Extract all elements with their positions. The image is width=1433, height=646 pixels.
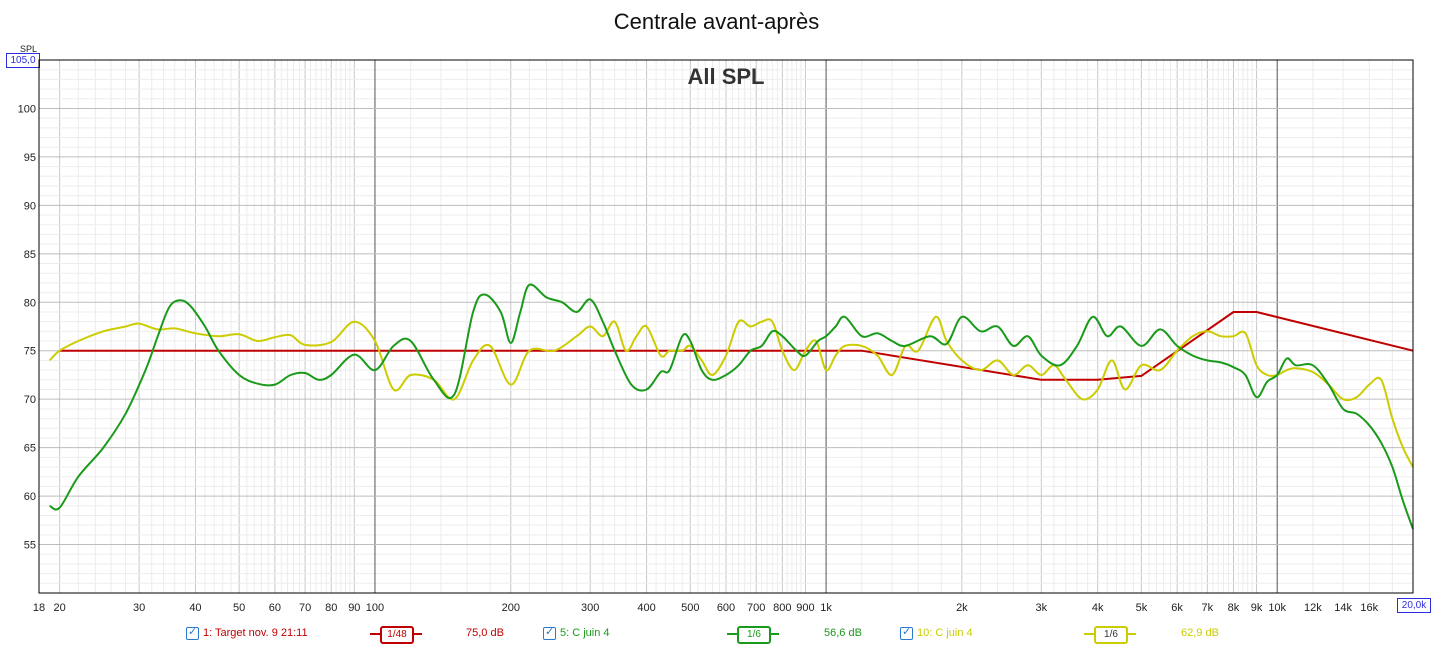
x-tick-label: 70 — [299, 602, 311, 614]
x-tick-label: 20 — [54, 602, 66, 614]
y-tick-labels: 100 95 90 85 80 75 70 65 60 55 — [18, 103, 36, 551]
x-max-input[interactable]: 20,0k — [1397, 598, 1431, 613]
y-tick-label: 80 — [24, 297, 36, 309]
legend-label: 5: C juin 4 — [560, 627, 610, 639]
x-tick-label: 1k — [820, 602, 832, 614]
y-axis-label: SPL — [20, 44, 38, 54]
x-tick-labels: 18 20 30 40 50 60 70 80 90 100 200 300 400 500 600 700 8… — [33, 602, 1379, 614]
x-tick-label: 200 — [502, 602, 520, 614]
legend-label: 10: C juin 4 — [917, 627, 973, 639]
x-tick-label: 700 — [747, 602, 765, 614]
x-tick-label: 8k — [1228, 602, 1240, 614]
legend-level: 62,9 dB — [1181, 627, 1219, 639]
x-tick-label: 900 — [796, 602, 814, 614]
checkbox-icon[interactable] — [900, 625, 913, 640]
x-tick-label: 9k — [1251, 602, 1263, 614]
x-tick-label: 80 — [325, 602, 337, 614]
y-tick-label: 65 — [24, 443, 36, 455]
x-tick-label: 60 — [269, 602, 281, 614]
legend-item-target[interactable]: 1: Target nov. 9 21:11 — [186, 624, 308, 642]
x-tick-label: 4k — [1092, 602, 1104, 614]
x-tick-label: 500 — [681, 602, 699, 614]
x-tick-label: 3k — [1036, 602, 1048, 614]
smoothing-button[interactable]: 1/6 — [737, 626, 771, 644]
legend-item-c-juin-4-a[interactable]: 5: C juin 4 — [543, 624, 610, 642]
series-line-1 — [49, 283, 1414, 530]
checkbox-icon[interactable] — [543, 625, 556, 640]
legend-level: 75,0 dB — [466, 627, 504, 639]
x-tick-label: 14k — [1334, 602, 1352, 614]
x-tick-label: 18 — [33, 602, 45, 614]
checkbox-icon[interactable] — [186, 625, 199, 640]
y-tick-label: 85 — [24, 249, 36, 261]
x-tick-label: 30 — [133, 602, 145, 614]
x-tick-label: 7k — [1202, 602, 1214, 614]
x-tick-label: 800 — [773, 602, 791, 614]
series-line-2 — [48, 315, 1414, 468]
x-tick-label: 5k — [1136, 602, 1148, 614]
x-tick-label: 300 — [581, 602, 599, 614]
x-tick-label: 10k — [1268, 602, 1286, 614]
x-tick-label: 2k — [956, 602, 968, 614]
chart-subtitle: All SPL — [687, 64, 764, 89]
smoothing-button[interactable]: 1/48 — [380, 626, 414, 644]
y-tick-label: 60 — [24, 491, 36, 503]
x-tick-label: 90 — [348, 602, 360, 614]
x-tick-label: 40 — [189, 602, 201, 614]
legend-label: 1: Target nov. 9 21:11 — [203, 627, 308, 639]
series-layer — [48, 283, 1414, 530]
plot-border — [38, 59, 1414, 594]
x-tick-label: 50 — [233, 602, 245, 614]
y-tick-label: 95 — [24, 152, 36, 164]
legend-item-c-juin-4-b[interactable]: 10: C juin 4 — [900, 624, 973, 642]
y-tick-label: 90 — [24, 200, 36, 212]
y-tick-label: 55 — [24, 540, 36, 552]
x-tick-label: 16k — [1360, 602, 1378, 614]
minor-grid — [39, 60, 1414, 593]
x-tick-label: 6k — [1171, 602, 1183, 614]
smoothing-button[interactable]: 1/6 — [1094, 626, 1128, 644]
x-tick-label: 12k — [1304, 602, 1322, 614]
y-tick-label: 100 — [18, 103, 36, 115]
legend-level: 56,6 dB — [824, 627, 862, 639]
chart-title: Centrale avant-après — [613, 9, 820, 34]
x-tick-label: 400 — [637, 602, 655, 614]
y-tick-label: 70 — [24, 394, 36, 406]
x-tick-label: 100 — [366, 602, 384, 614]
y-tick-label: 75 — [24, 346, 36, 358]
x-tick-label: 600 — [717, 602, 735, 614]
